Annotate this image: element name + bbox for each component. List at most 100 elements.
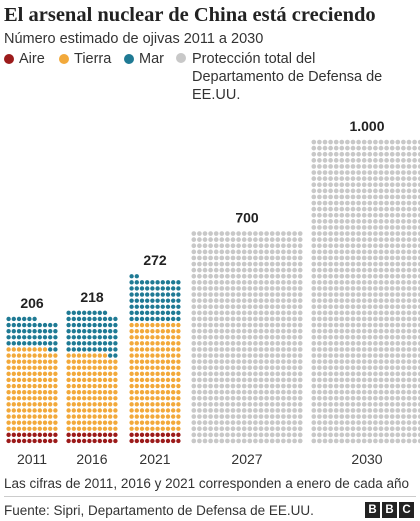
warhead-dot-2027-4 <box>202 267 208 273</box>
warhead-dot-2027-4 <box>219 298 225 303</box>
warhead-dot-2030-4 <box>367 365 373 371</box>
warhead-dot-2030-4 <box>356 353 361 358</box>
warhead-dot-2030-4 <box>412 151 417 157</box>
warhead-dot-2027-4 <box>202 328 208 334</box>
warhead-dot-2011-2 <box>32 414 37 419</box>
warhead-dot-2021-2 <box>145 328 150 334</box>
warhead-dot-2030-4 <box>317 280 322 285</box>
warhead-dot-2030-4 <box>311 408 317 413</box>
warhead-dot-2027-4 <box>236 237 241 242</box>
warhead-dot-2027-4 <box>275 402 281 407</box>
warhead-dot-2030-4 <box>350 438 356 444</box>
warhead-dot-2021-2 <box>160 353 165 358</box>
warhead-dot-2011-2 <box>22 371 27 377</box>
warhead-dot-2021-2 <box>165 353 171 358</box>
warhead-dot-2021-2 <box>155 335 160 340</box>
warhead-dot-2027-4 <box>225 438 230 444</box>
warhead-dot-2030-4 <box>345 334 350 340</box>
warhead-dot-2030-4 <box>339 432 345 438</box>
warhead-dot-2027-4 <box>269 432 275 438</box>
warhead-dot-2027-4 <box>236 414 241 419</box>
warhead-dot-2021-3 <box>139 298 145 303</box>
warhead-dot-2030-4 <box>384 158 389 163</box>
warhead-dot-2011-2 <box>11 414 16 419</box>
warhead-dot-2030-4 <box>373 255 378 261</box>
warhead-dot-2030-4 <box>361 341 367 346</box>
warhead-dot-2030-4 <box>401 243 406 249</box>
warhead-dot-2027-4 <box>208 408 213 413</box>
warhead-dot-2027-4 <box>225 359 230 364</box>
warhead-dot-2027-4 <box>197 322 202 328</box>
warhead-dot-2030-4 <box>333 426 339 432</box>
warhead-dot-2027-4 <box>292 273 297 279</box>
warhead-dot-2021-2 <box>165 396 171 401</box>
warhead-dot-2027-4 <box>230 249 236 255</box>
warhead-dot-2021-2 <box>155 383 160 389</box>
warhead-dot-2030-4 <box>401 304 406 310</box>
warhead-dot-2016-1 <box>71 438 76 444</box>
warhead-dot-2030-4 <box>406 310 412 316</box>
warhead-dot-2030-4 <box>395 194 401 200</box>
warhead-dot-2011-3 <box>22 316 27 322</box>
warhead-dot-2027-4 <box>281 261 286 267</box>
warhead-dot-2030-4 <box>322 219 328 224</box>
warhead-dot-2027-4 <box>213 237 219 242</box>
warhead-dot-2030-4 <box>317 170 322 175</box>
warhead-dot-2030-4 <box>317 359 322 364</box>
warhead-dot-2016-2 <box>102 426 108 431</box>
warhead-dot-2030-4 <box>328 334 333 340</box>
warhead-dot-2030-4 <box>317 194 322 200</box>
warhead-dot-2027-4 <box>247 298 253 303</box>
warhead-dot-2027-4 <box>253 334 258 340</box>
warhead-dot-2027-4 <box>225 286 230 291</box>
warhead-dot-2027-4 <box>269 408 275 413</box>
warhead-dot-2027-4 <box>208 292 213 297</box>
warhead-dot-2016-2 <box>66 402 71 407</box>
warhead-dot-2021-3 <box>134 304 139 309</box>
warhead-dot-2030-4 <box>311 194 317 200</box>
warhead-dot-2016-2 <box>71 402 76 407</box>
warhead-dot-2011-2 <box>32 402 37 407</box>
warhead-dot-2027-4 <box>225 389 230 395</box>
warhead-dot-2027-4 <box>230 383 236 389</box>
warhead-dot-2030-4 <box>356 261 361 267</box>
warhead-dot-2030-4 <box>412 420 417 425</box>
warhead-dot-2021-3 <box>134 316 139 322</box>
warhead-dot-2027-4 <box>219 389 225 395</box>
warhead-dot-2030-4 <box>373 334 378 340</box>
warhead-dot-2027-4 <box>208 267 213 273</box>
warhead-dot-2030-4 <box>389 237 395 242</box>
warhead-dot-2030-4 <box>339 316 345 322</box>
warhead-dot-2027-4 <box>292 347 297 352</box>
warhead-dot-2027-4 <box>264 408 269 413</box>
warhead-dot-2016-3 <box>97 328 102 334</box>
warhead-dot-2016-2 <box>108 402 113 407</box>
warhead-dot-2027-4 <box>281 255 286 261</box>
warhead-dot-2027-4 <box>191 316 197 322</box>
warhead-dot-2030-4 <box>328 286 333 291</box>
warhead-dot-2027-4 <box>219 237 225 242</box>
warhead-dot-2027-4 <box>264 438 269 444</box>
warhead-dot-2030-4 <box>361 310 367 316</box>
warhead-dot-2030-4 <box>412 408 417 413</box>
bbc-logo-block-1: B <box>365 502 380 518</box>
warhead-dot-2027-4 <box>247 389 253 395</box>
warhead-dot-2027-4 <box>236 328 241 334</box>
warhead-dot-2021-2 <box>145 408 150 413</box>
warhead-dot-2021-2 <box>145 322 150 328</box>
warhead-dot-2030-4 <box>350 426 356 432</box>
warhead-dot-2027-4 <box>253 292 258 297</box>
warhead-dot-2030-4 <box>378 188 384 194</box>
warhead-dot-2021-2 <box>165 389 171 395</box>
warhead-dot-2027-4 <box>241 280 247 285</box>
warhead-dot-2021-2 <box>155 420 160 425</box>
warhead-dot-2030-4 <box>361 200 367 206</box>
warhead-dot-2030-4 <box>317 261 322 267</box>
warhead-dot-2030-4 <box>401 237 406 242</box>
warhead-dot-2011-2 <box>48 396 53 401</box>
warhead-dot-2016-2 <box>97 402 102 407</box>
warhead-dot-2027-4 <box>281 365 286 371</box>
warhead-dot-2016-3 <box>113 353 118 358</box>
warhead-dot-2030-4 <box>328 255 333 261</box>
warhead-dot-2030-4 <box>373 200 378 206</box>
